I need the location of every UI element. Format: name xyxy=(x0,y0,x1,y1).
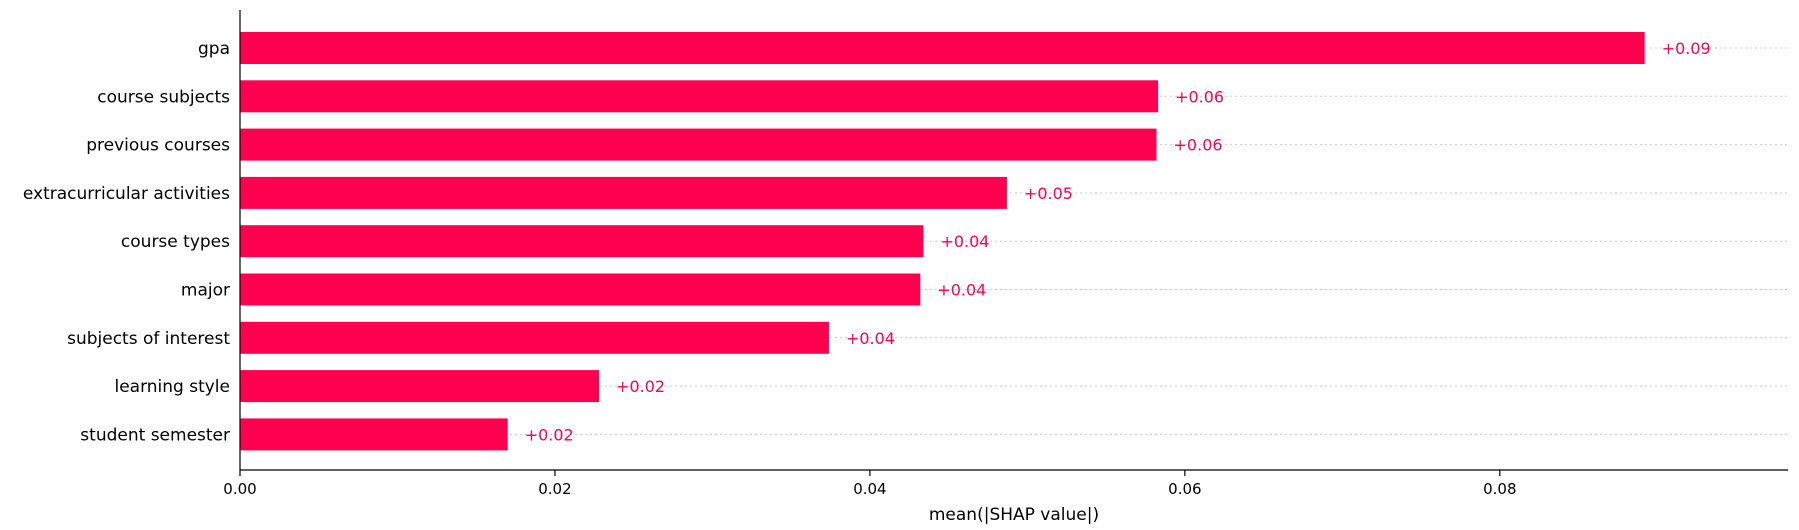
x-tick-label: 0.06 xyxy=(1168,480,1201,498)
bar xyxy=(240,370,600,403)
category-label: extracurricular activities xyxy=(23,184,230,204)
bar xyxy=(240,176,1007,209)
x-axis-ticks: 0.00 0.02 0.04 0.06 0.08 xyxy=(223,470,1517,498)
category-label: major xyxy=(181,281,230,301)
bar xyxy=(240,418,508,451)
x-tick-label: 0.04 xyxy=(853,480,886,498)
value-label: +0.02 xyxy=(616,377,665,396)
bar xyxy=(240,321,829,354)
bar xyxy=(240,80,1159,113)
x-tick-label: 0.08 xyxy=(1483,480,1516,498)
category-labels: gpa course subjects previous courses extrac… xyxy=(23,39,230,445)
x-tick-label: 0.00 xyxy=(223,480,256,498)
category-label: student semester xyxy=(80,425,230,445)
value-label: +0.09 xyxy=(1662,39,1711,58)
x-axis-title: mean(|SHAP value|) xyxy=(929,505,1099,525)
bars xyxy=(240,32,1645,451)
value-labels: +0.09 +0.06 +0.06 +0.05 +0.04 +0.04 +0.04 +0.02… xyxy=(525,39,1711,444)
category-label: course subjects xyxy=(97,87,230,107)
value-label: +0.04 xyxy=(937,281,986,300)
bar xyxy=(240,128,1157,161)
category-label: previous courses xyxy=(86,136,230,156)
bar xyxy=(240,225,924,258)
bar xyxy=(240,273,921,306)
value-label: +0.04 xyxy=(846,329,895,348)
value-label: +0.06 xyxy=(1175,87,1224,106)
value-label: +0.06 xyxy=(1174,136,1223,155)
x-tick-label: 0.02 xyxy=(538,480,571,498)
bar xyxy=(240,32,1645,64)
category-label: gpa xyxy=(198,39,230,59)
category-label: learning style xyxy=(114,377,230,397)
value-label: +0.05 xyxy=(1024,184,1073,203)
value-label: +0.04 xyxy=(940,232,989,251)
category-label: subjects of interest xyxy=(67,329,230,349)
category-label: course types xyxy=(121,232,230,252)
value-label: +0.02 xyxy=(525,425,574,444)
